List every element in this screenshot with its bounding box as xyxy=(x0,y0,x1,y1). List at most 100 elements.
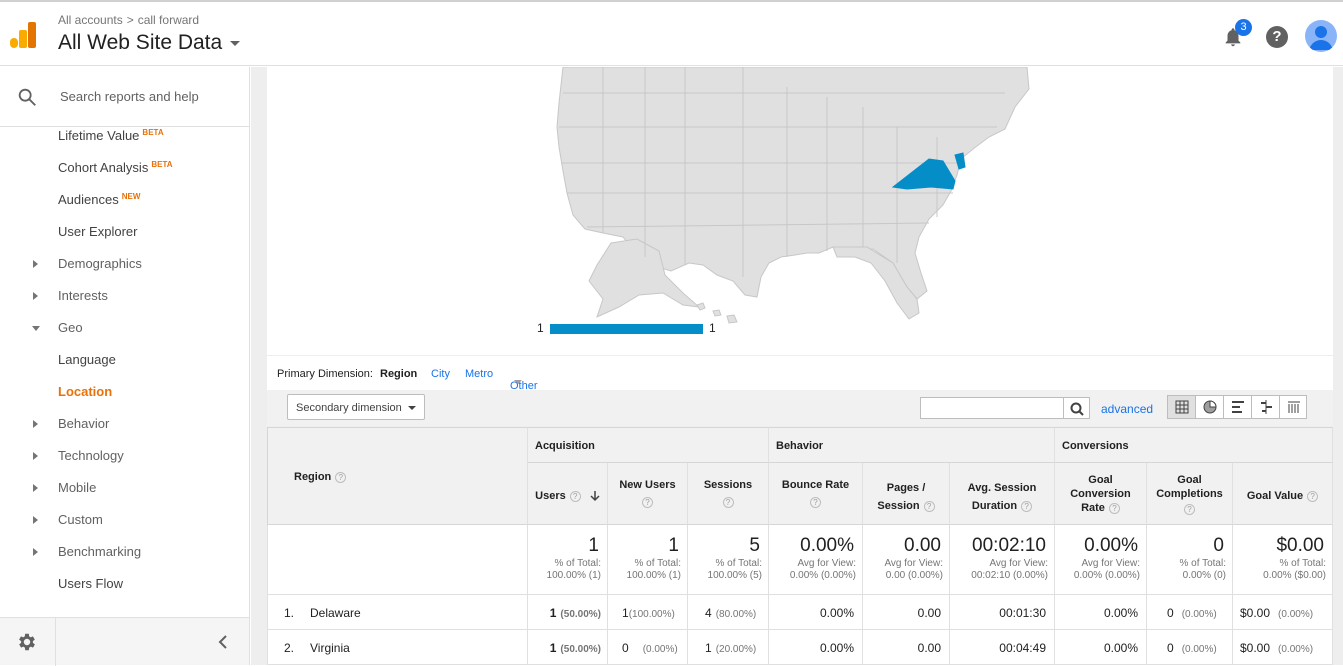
dimension-city[interactable]: City xyxy=(431,368,450,380)
sidebar-item-technology[interactable]: Technology xyxy=(0,440,249,472)
sidebar-item-geo[interactable]: Geo xyxy=(0,312,249,344)
beta-badge: BETA xyxy=(142,128,164,137)
breadcrumb-account[interactable]: All accounts xyxy=(58,13,123,27)
sidebar-item-behavior[interactable]: Behavior xyxy=(0,408,249,440)
sidebar: Search reports and help Lifetime Value BE… xyxy=(0,67,250,666)
search-icon xyxy=(1070,402,1084,416)
table-toolbar: Secondary dimension advanced xyxy=(267,390,1333,426)
row-avg-session-duration: 00:01:30 xyxy=(950,595,1055,630)
row-number: 1. xyxy=(284,606,295,620)
beta-badge: BETA xyxy=(151,160,173,169)
column-header-new-users[interactable]: New Users? xyxy=(608,463,688,525)
help-tooltip-icon[interactable]: ? xyxy=(1184,503,1195,515)
sidebar-item-cohort-analysis[interactable]: Cohort Analysis BETA xyxy=(58,160,173,175)
row-goal-value: $0.00 (0.00%) xyxy=(1233,630,1333,665)
sidebar-item-users-flow[interactable]: Users Flow xyxy=(58,576,124,591)
dimension-metro[interactable]: Metro xyxy=(465,368,494,380)
secondary-dimension-dropdown[interactable]: Secondary dimension xyxy=(287,394,425,420)
region-link-virginia[interactable]: Virginia xyxy=(310,641,350,655)
sidebar-item-lifetime-value[interactable]: Lifetime Value BETA xyxy=(58,128,164,143)
gear-icon[interactable] xyxy=(16,631,38,653)
sort-descending-icon[interactable] xyxy=(590,490,600,502)
column-header-avg-session-duration[interactable]: Avg. Session Duration? xyxy=(950,463,1055,525)
new-badge: NEW xyxy=(121,192,141,201)
search-reports[interactable]: Search reports and help xyxy=(0,67,249,127)
advanced-filter-link[interactable]: advanced xyxy=(1101,402,1154,416)
map-panel: 1 1 xyxy=(267,67,1333,355)
footer-divider xyxy=(55,618,56,666)
row-number: 2. xyxy=(284,641,295,655)
sidebar-item-interests[interactable]: Interests xyxy=(0,280,249,312)
sidebar-item-benchmarking[interactable]: Benchmarking xyxy=(0,536,249,568)
analytics-logo-icon[interactable] xyxy=(10,22,38,50)
map-region-alaska xyxy=(588,238,701,318)
help-icon[interactable]: ? xyxy=(1266,26,1288,48)
view-pie-button[interactable] xyxy=(1196,396,1224,418)
help-tooltip-icon[interactable]: ? xyxy=(722,497,734,508)
caret-right-icon xyxy=(33,516,38,524)
help-tooltip-icon[interactable]: ? xyxy=(642,497,653,508)
totals-label-cell xyxy=(267,525,528,595)
sidebar-item-audiences[interactable]: Audiences NEW xyxy=(58,192,141,207)
sidebar-footer xyxy=(0,617,249,666)
total-goal-value: $0.00% of Total: 0.00% ($0.00) xyxy=(1233,525,1333,595)
sidebar-item-demographics[interactable]: Demographics xyxy=(0,248,249,280)
region-link-delaware[interactable]: Delaware xyxy=(310,606,361,620)
view-toggle xyxy=(1167,395,1307,419)
breadcrumb-separator: > xyxy=(126,13,134,27)
column-header-goal-value[interactable]: Goal Value? xyxy=(1233,463,1333,525)
view-pivot-button[interactable] xyxy=(1280,396,1308,418)
map-region-florida xyxy=(832,246,920,320)
view-selector[interactable]: All Web Site Data xyxy=(58,31,241,55)
us-region-map[interactable] xyxy=(267,67,1333,355)
table-row-region: 1. Delaware xyxy=(267,595,528,630)
chevron-left-icon[interactable] xyxy=(216,632,230,652)
column-header-users[interactable]: Users? xyxy=(528,463,608,525)
caret-right-icon xyxy=(33,292,38,300)
column-header-pages-session[interactable]: Pages / Session? xyxy=(863,463,950,525)
help-tooltip-icon[interactable]: ? xyxy=(923,500,935,512)
sidebar-item-language[interactable]: Language xyxy=(58,352,116,367)
notification-badge: 3 xyxy=(1235,19,1252,36)
column-header-region[interactable]: Region? xyxy=(267,427,528,525)
map-region-hawaii xyxy=(696,302,738,324)
column-header-goal-completions[interactable]: Goal Completions? xyxy=(1147,463,1233,525)
help-tooltip-icon[interactable]: ? xyxy=(1307,490,1319,502)
total-sessions: 5% of Total: 100.00% (5) xyxy=(688,525,769,595)
row-pages-session: 0.00 xyxy=(863,630,950,665)
row-new-users: 1(100.00%) xyxy=(608,595,688,630)
view-data-table-button[interactable] xyxy=(1168,396,1196,418)
table-row-region: 2. Virginia xyxy=(267,630,528,665)
row-goal-completions: 0 (0.00%) xyxy=(1147,595,1233,630)
table-search-button[interactable] xyxy=(1064,397,1090,419)
sidebar-item-location[interactable]: Location xyxy=(58,384,113,399)
row-goal-conversion-rate: 0.00% xyxy=(1055,630,1147,665)
report-content: 1 1 Primary Dimension: Region City Metro… xyxy=(251,67,1343,665)
sidebar-item-user-explorer[interactable]: User Explorer xyxy=(58,224,138,239)
column-header-goal-conversion-rate[interactable]: Goal Conversion Rate? xyxy=(1055,463,1147,525)
help-tooltip-icon[interactable]: ? xyxy=(810,497,821,508)
row-goal-completions: 0 (0.00%) xyxy=(1147,630,1233,665)
breadcrumb-property[interactable]: call forward xyxy=(137,13,200,27)
row-users: 1 (50.00%) xyxy=(528,630,608,665)
total-goal-completions: 0% of Total: 0.00% (0) xyxy=(1147,525,1233,595)
table-filter-input[interactable] xyxy=(920,397,1064,419)
help-tooltip-icon[interactable]: ? xyxy=(1021,500,1033,512)
avatar[interactable] xyxy=(1305,20,1337,52)
map-region-delaware xyxy=(954,152,966,170)
group-header-acquisition: Acquisition xyxy=(528,427,769,463)
help-tooltip-icon[interactable]: ? xyxy=(569,490,581,502)
sidebar-item-mobile[interactable]: Mobile xyxy=(0,472,249,504)
caret-right-icon xyxy=(33,420,38,428)
view-comparison-button[interactable] xyxy=(1252,396,1280,418)
view-performance-button[interactable] xyxy=(1224,396,1252,418)
help-tooltip-icon[interactable]: ? xyxy=(335,471,347,483)
view-title: All Web Site Data xyxy=(58,31,223,54)
breadcrumb[interactable]: All accounts > call forward xyxy=(58,13,199,27)
column-header-sessions[interactable]: Sessions? xyxy=(688,463,769,525)
dimension-region[interactable]: Region xyxy=(380,368,418,380)
column-header-bounce-rate[interactable]: Bounce Rate? xyxy=(769,463,863,525)
help-tooltip-icon[interactable]: ? xyxy=(1108,502,1120,514)
caret-down-icon xyxy=(32,326,40,331)
sidebar-item-custom[interactable]: Custom xyxy=(0,504,249,536)
